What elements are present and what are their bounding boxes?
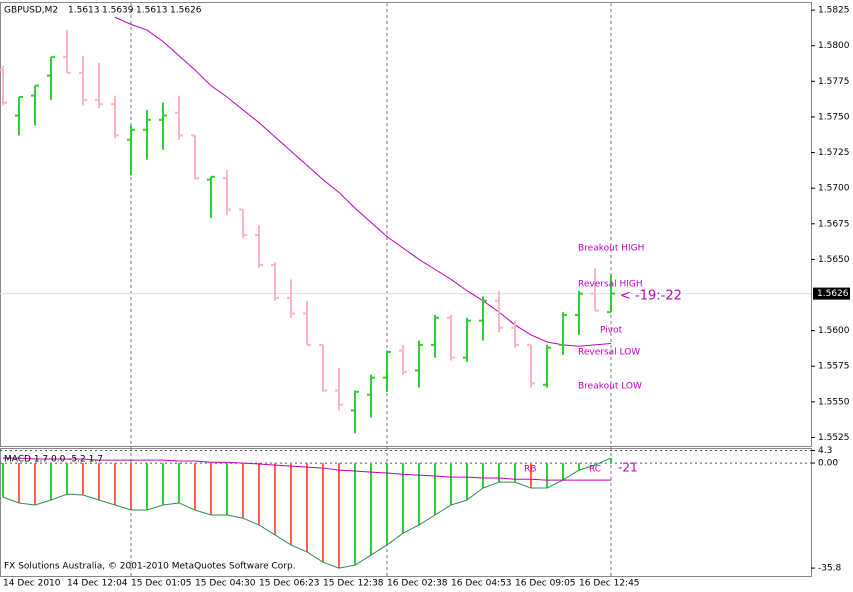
ohlc-bar (223, 169, 231, 216)
x-tick-label: 16 Dec 02:38 (387, 579, 448, 589)
ohlc-bar (559, 312, 567, 355)
ohlc-bar (31, 84, 39, 126)
y-tick-label: 1.5525 (818, 433, 850, 443)
x-tick-label: 14 Dec 2010 (3, 579, 61, 589)
ohlc-bar (479, 296, 487, 341)
annotation: -21 (618, 461, 638, 475)
x-tick-label: 16 Dec 12:45 (579, 579, 640, 589)
ohlc-bar (95, 62, 103, 109)
y-tick-label: 1.5675 (818, 219, 850, 229)
x-tick-label: 15 Dec 04:30 (195, 579, 256, 589)
annotation: Pivot (600, 326, 623, 336)
ohlc-bar (287, 279, 295, 318)
ohlc-bar (239, 208, 247, 239)
y-tick-label: 1.5575 (818, 362, 850, 372)
ohlc-bar (255, 225, 263, 268)
header-value: 1.5613 (68, 6, 100, 16)
ohlc-bar (591, 267, 599, 312)
main-panel-frame (0, 2, 812, 447)
annotation: Breakout HIGH (578, 244, 644, 254)
y-tick-label: -35.8 (818, 564, 842, 574)
x-tick-label: 15 Dec 06:23 (259, 579, 320, 589)
y-tick-label: 1.5650 (818, 255, 850, 265)
y-tick-label: 0.00 (818, 459, 838, 469)
signal-line (3, 457, 611, 481)
ohlc-bar (303, 300, 311, 346)
ohlc-bar (63, 30, 71, 74)
y-tick-label: 1.5825 (818, 6, 850, 16)
ohlc-bar (511, 320, 519, 348)
y-tick-label: 1.5800 (818, 41, 850, 51)
ohlc-bar (271, 262, 279, 301)
annotation: RB (524, 465, 536, 475)
y-tick-label: 1.5750 (818, 112, 850, 122)
ohlc-bar (431, 314, 439, 358)
y-tick-label: 1.5700 (818, 184, 850, 194)
ohlc-bar (495, 290, 503, 333)
y-tick-label: 4.3 (818, 446, 832, 456)
ohlc-bar (367, 374, 375, 418)
annotation: Reversal LOW (578, 348, 640, 358)
x-tick-label: 16 Dec 09:05 (515, 579, 576, 589)
ohlc-bar (543, 344, 551, 388)
ohlc-bar (527, 343, 535, 388)
annotation: RC (589, 465, 601, 475)
ohlc-bar (575, 290, 583, 335)
ohlc-bar (143, 109, 151, 160)
x-tick-label: 15 Dec 01:05 (131, 579, 192, 589)
ohlc-bar (111, 95, 119, 139)
y-tick-label: 1.5725 (818, 148, 850, 158)
ohlc-bar (319, 343, 327, 392)
ohlc-bar (79, 55, 87, 106)
macd-line (2, 457, 612, 569)
x-tick-label: 15 Dec 12:38 (323, 579, 384, 589)
y-tick-label: 1.5775 (818, 77, 850, 87)
annotation: Breakout LOW (578, 382, 642, 392)
ohlc-bar (415, 340, 423, 388)
footer: FX Solutions Australia, © 2001-2010 Meta… (4, 562, 296, 572)
current-price-label: 1.5626 (817, 289, 849, 299)
y-tick-label: 1.5550 (818, 397, 850, 407)
ohlc-bar (15, 96, 23, 136)
chart-title: GBPUSD,M2 (4, 6, 58, 16)
header-value: 1.5613 (136, 6, 168, 16)
annotation: < -19:-22 (620, 289, 682, 304)
header-value: 1.5639 (102, 6, 134, 16)
ohlc-bar (383, 350, 391, 392)
moving-average (114, 16, 612, 347)
ohlc-bar (447, 314, 455, 361)
ohlc-bar (127, 125, 135, 176)
current-price-box (813, 287, 850, 300)
ohlc-bar (0, 65, 7, 106)
ohlc-bar (159, 102, 167, 150)
ohlc-bar (335, 367, 343, 411)
x-tick-label: 14 Dec 12:04 (67, 579, 128, 589)
ohlc-bar (175, 95, 183, 140)
ohlc-bar (607, 275, 615, 314)
y-tick-label: 1.5600 (818, 326, 850, 336)
macd-panel-frame (0, 448, 812, 577)
ohlc-bar (399, 344, 407, 375)
ohlc-bar (351, 390, 359, 434)
ohlc-bar (47, 56, 55, 100)
ohlc-bar (207, 175, 215, 219)
header-value: 1.5626 (170, 6, 202, 16)
ohlc-bar (463, 317, 471, 362)
x-tick-label: 16 Dec 04:53 (451, 579, 512, 589)
annotation: Reversal HIGH (578, 280, 643, 290)
ohlc-bar (191, 134, 199, 180)
indicator-title: MACD 1.7 0.0 -5.2 1.7 (4, 455, 103, 465)
